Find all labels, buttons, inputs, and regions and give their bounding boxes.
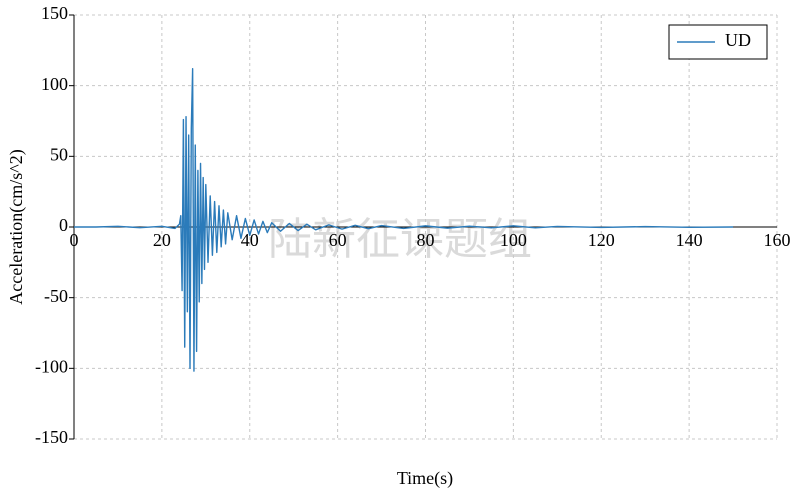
y-tick-label: 100: [41, 74, 68, 94]
x-tick-label: 40: [241, 230, 259, 250]
data-line: [74, 68, 734, 372]
y-tick-label: 0: [59, 215, 68, 235]
x-tick-label: 100: [500, 230, 527, 250]
y-tick-label: -150: [35, 427, 68, 447]
y-axis-label: Acceleration(cm/s^2): [6, 149, 27, 304]
legend: UD: [668, 24, 768, 60]
y-tick-label: -100: [35, 356, 68, 376]
legend-label: UD: [725, 30, 751, 50]
x-tick-label: 140: [676, 230, 703, 250]
x-axis-label: Time(s): [397, 468, 453, 489]
watermark: 陆新征课题组: [268, 215, 532, 264]
x-tick-label: 160: [764, 230, 791, 250]
y-tick-label: -50: [44, 286, 68, 306]
x-tick-label: 120: [588, 230, 615, 250]
y-tick-label: 150: [41, 3, 68, 23]
x-tick-label: 80: [417, 230, 435, 250]
x-tick-label: 20: [153, 230, 171, 250]
y-tick-label: 50: [50, 144, 68, 164]
x-tick-label: 60: [329, 230, 347, 250]
